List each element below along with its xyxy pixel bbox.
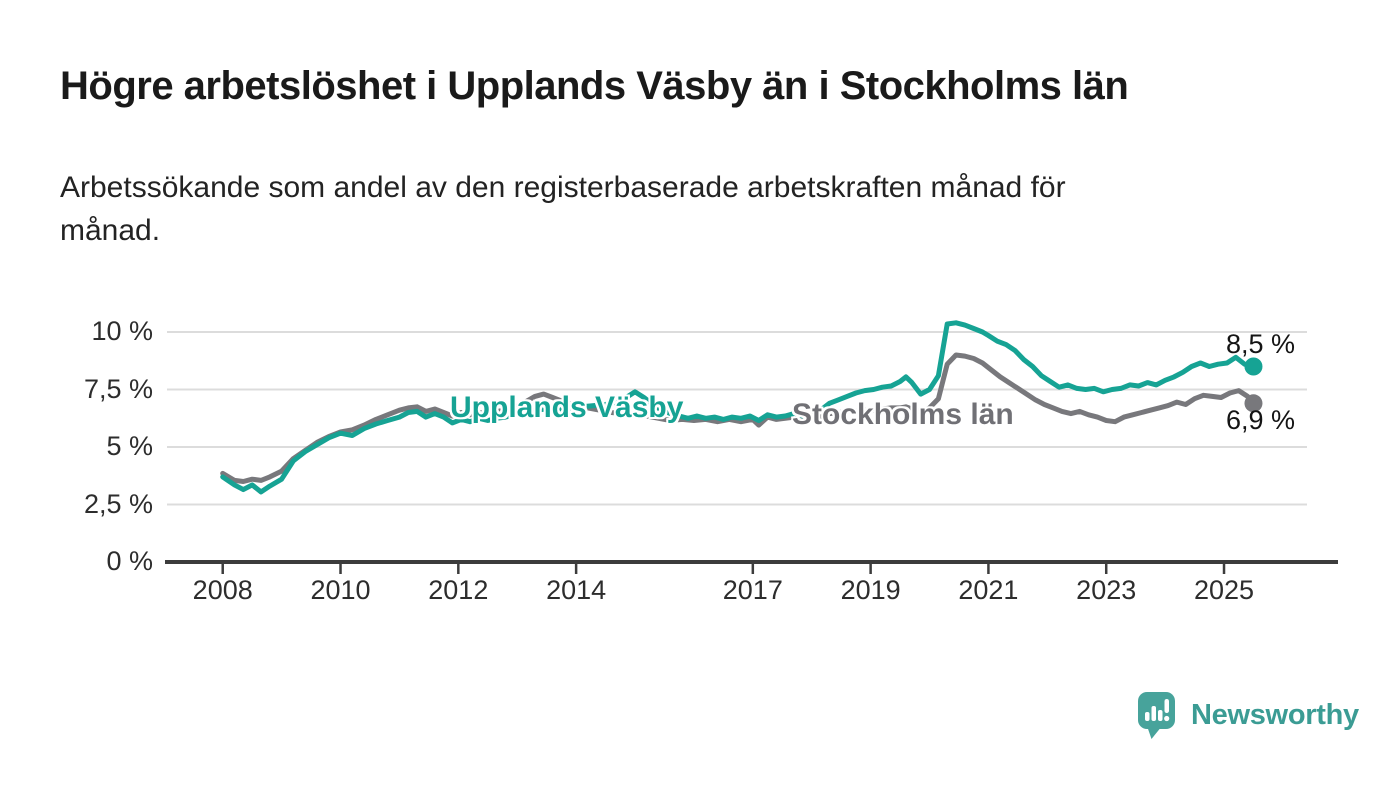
newsworthy-wordmark: Newsworthy — [1191, 699, 1359, 731]
x-tick-label: 2014 — [546, 575, 607, 605]
y-tick-label: 0 % — [106, 546, 153, 576]
newsworthy-branding-link[interactable]: Newsworthy — [1136, 690, 1359, 740]
end-value-label-stockholms-lan: 6,9 % — [1226, 405, 1296, 435]
end-value-label-upplands-vasby: 8,5 % — [1226, 329, 1296, 359]
x-tick-label: 2017 — [722, 575, 783, 605]
series-line — [220, 320, 1256, 495]
x-tick-label: 2010 — [310, 575, 371, 605]
x-tick-label: 2023 — [1076, 575, 1137, 605]
x-tick-label: 2021 — [958, 575, 1019, 605]
series-label-upplands-vasby: Upplands Väsby — [450, 391, 684, 424]
page-title: Högre arbetslöshet i Upplands Väsby än i… — [60, 64, 1129, 108]
y-tick-label: 10 % — [91, 316, 153, 346]
x-tick-label: 2019 — [840, 575, 901, 605]
x-tick-label: 2025 — [1193, 575, 1255, 605]
newsworthy-logo-icon — [1136, 690, 1178, 740]
series-end-dot — [1244, 394, 1263, 413]
y-tick-label: 7,5 % — [83, 373, 153, 404]
y-tick-label: 2,5 % — [83, 488, 153, 519]
chart-subtitle: Arbetssökande som andel av den registerb… — [60, 166, 1320, 252]
series-label-stockholms-lan: Stockholms län — [792, 398, 1014, 431]
subtitle-line-2: månad. — [60, 214, 161, 247]
subtitle-line-1: Arbetssökande som andel av den registerb… — [60, 171, 1066, 204]
x-tick-label: 2012 — [428, 575, 489, 605]
series-end-dot — [1244, 357, 1263, 376]
y-tick-label: 5 % — [106, 431, 153, 461]
x-tick-label: 2008 — [192, 575, 253, 605]
